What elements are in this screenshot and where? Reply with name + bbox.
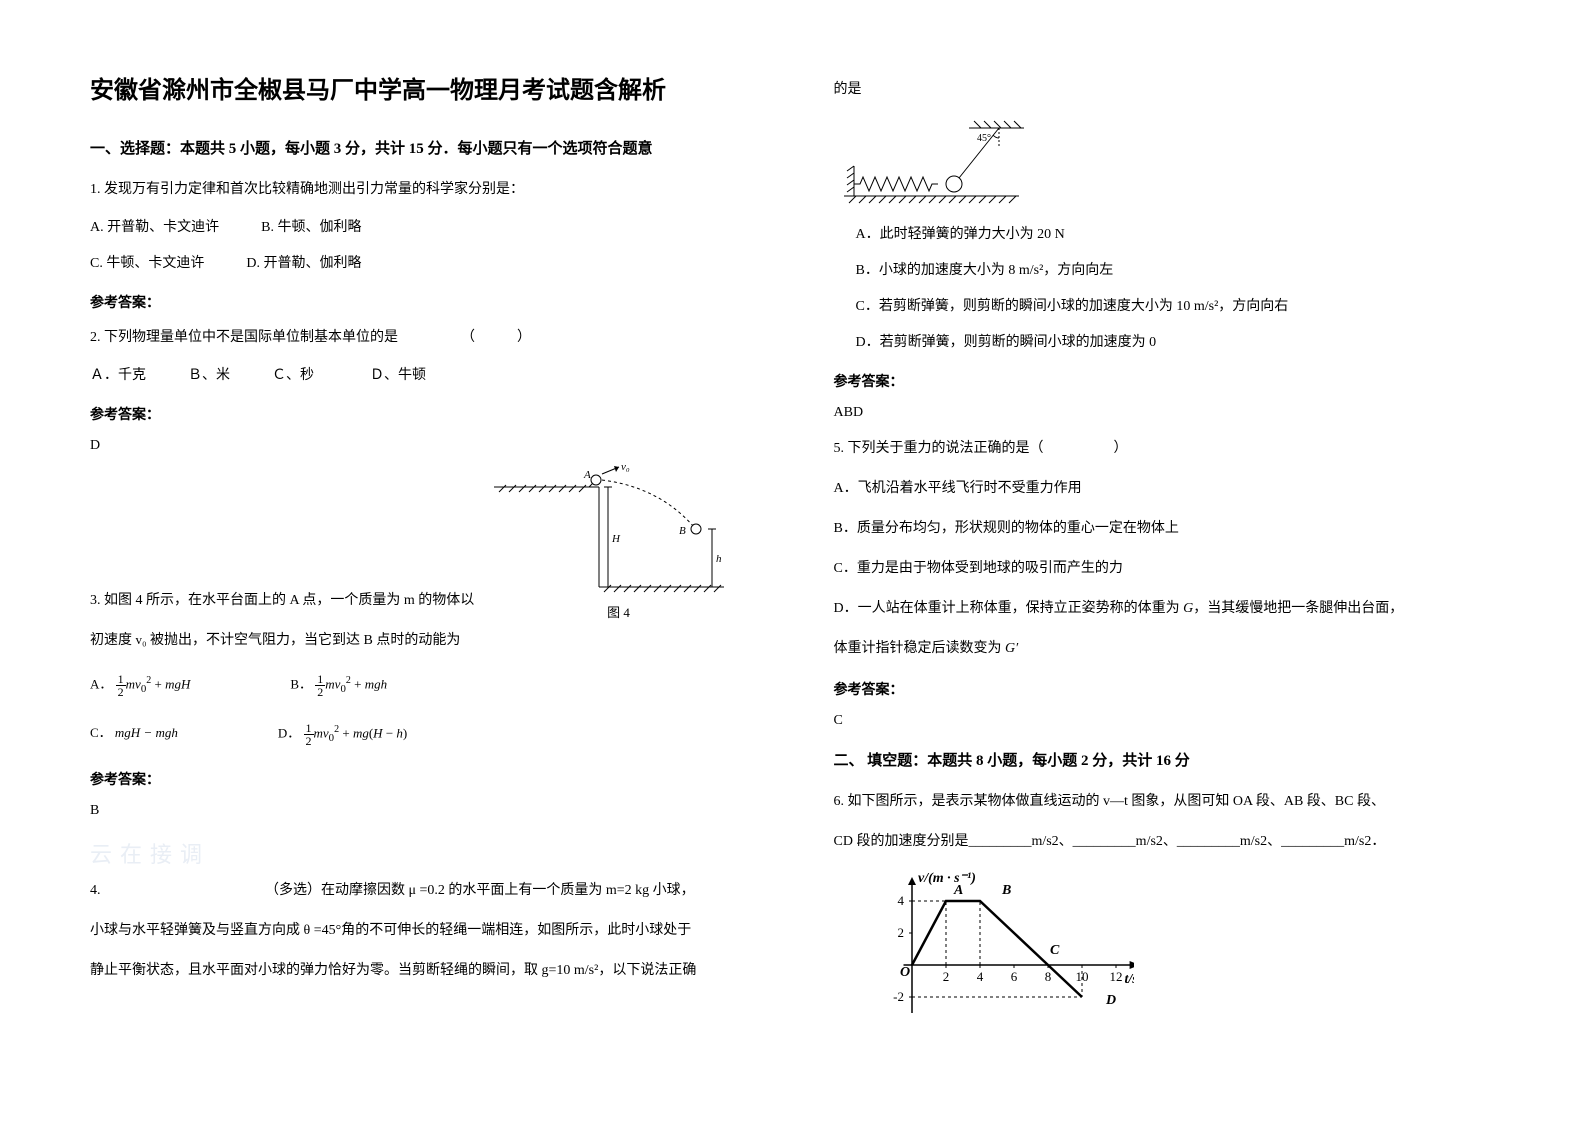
q6-line1: 6. 如下图所示，是表示某物体做直线运动的 v—t 图象，从图可知 OA 段、A… — [834, 788, 1498, 816]
q3-opts-row2: C． mgH − mgh D． 12mv02 + mg(H − h) — [90, 722, 754, 747]
q5-optD-line2: 体重计指针稳定后读数变为 G′ — [834, 635, 1498, 663]
q3-optD: D． 12mv02 + mg(H − h) — [278, 722, 407, 747]
q3-opts-row1: A． 12mv02 + mgH B． 12mv02 + mgh — [90, 673, 754, 698]
q4-line2: 小球与水平轻弹簧及与竖直方向成 θ =45°角的不可伸长的轻绳一端相连，如图所示… — [90, 917, 754, 945]
q2-answer-label: 参考答案： — [90, 404, 754, 424]
document-title: 安徽省滁州市全椒县马厂中学高一物理月考试题含解析 — [90, 70, 754, 105]
q5-optB: B．质量分布均匀，形状规则的物体的重心一定在物体上 — [834, 515, 1498, 543]
q1-optC: C. 牛顿、卡文迪许 — [90, 256, 204, 271]
q6-vt-chart: -22424681012ABCDOv/(m · s⁻¹)t/s — [854, 870, 1134, 1040]
q2-answer: D — [90, 438, 754, 454]
q3-row: 3. 如图 4 所示，在水平台面上的 A 点，一个质量为 m 的物体以 A v₀ — [90, 462, 754, 621]
q4-line4: 的是 — [834, 76, 1498, 104]
q5-optD: D．一人站在体重计上称体重，保持立正姿势称的体重为 G，当其缓慢地把一条腿伸出台… — [834, 595, 1498, 623]
q4-diagram-container: 45° — [844, 116, 1498, 211]
q6-chart-container: -22424681012ABCDOv/(m · s⁻¹)t/s — [854, 870, 1498, 1045]
q5-text: 5. 下列关于重力的说法正确的是（ ） — [834, 435, 1498, 463]
q3-optC: C． mgH − mgh — [90, 722, 178, 747]
q3-optA: A． 12mv02 + mgH — [90, 673, 190, 698]
q3-projectile-diagram: A v₀ B h H — [484, 462, 754, 602]
q5-answer-label: 参考答案： — [834, 679, 1498, 699]
q1-text: 1. 发现万有引力定律和首次比较精确地测出引力常量的科学家分别是： — [90, 176, 754, 204]
q5-answer: C — [834, 713, 1498, 729]
q3-line1: 3. 如图 4 所示，在水平台面上的 A 点，一个质量为 m 的物体以 — [90, 587, 484, 615]
q5-optA: A．飞机沿着水平线飞行时不受重力作用 — [834, 475, 1498, 503]
q4-answer-label: 参考答案： — [834, 371, 1498, 391]
q3-line2: 初速度 v₀ 被抛出，不计空气阻力，当它到达 B 点时的动能为 — [90, 627, 754, 655]
section1-header: 一、选择题：本题共 5 小题，每小题 3 分，共计 15 分．每小题只有一个选项… — [90, 137, 754, 158]
svg-text:2: 2 — [942, 969, 949, 984]
section2-header: 二、 填空题：本题共 8 小题，每小题 2 分，共计 16 分 — [834, 749, 1498, 770]
svg-text:v₀: v₀ — [621, 462, 630, 473]
watermark: 云在接调 — [90, 837, 754, 869]
q2-options: Ａ．千克 Ｂ、米 Ｃ、秒 Ｄ、牛顿 — [90, 362, 754, 390]
q3-answer: B — [90, 803, 754, 819]
q1-options-row1: A. 开普勒、卡文迪许 B. 牛顿、伽利略 — [90, 214, 754, 242]
svg-text:h: h — [716, 553, 722, 565]
q4-line1: 4. （多选）在动摩擦因数 μ =0.2 的水平面上有一个质量为 m=2 kg … — [90, 877, 754, 905]
svg-text:4: 4 — [897, 893, 904, 908]
svg-text:12: 12 — [1109, 969, 1122, 984]
q5-optC: C．重力是由于物体受到地球的吸引而产生的力 — [834, 555, 1498, 583]
svg-text:B: B — [679, 525, 686, 537]
svg-text:4: 4 — [976, 969, 983, 984]
svg-text:H: H — [611, 533, 621, 545]
q1-options-row2: C. 牛顿、卡文迪许 D. 开普勒、伽利略 — [90, 250, 754, 278]
svg-text:6: 6 — [1010, 969, 1017, 984]
q4-spring-diagram: 45° — [844, 116, 1044, 206]
svg-text:B: B — [1001, 883, 1011, 898]
svg-text:v/(m · s⁻¹): v/(m · s⁻¹) — [918, 871, 976, 886]
q4-line3: 静止平衡状态，且水平面对小球的弹力恰好为零。当剪断轻绳的瞬间，取 g=10 m/… — [90, 957, 754, 985]
q3-optB: B． 12mv02 + mgh — [290, 673, 387, 698]
q3-answer-label: 参考答案： — [90, 769, 754, 789]
q3-figure-caption: 图 4 — [607, 602, 630, 621]
svg-text:A: A — [583, 469, 591, 481]
svg-text:C: C — [1050, 943, 1060, 958]
svg-text:8: 8 — [1044, 969, 1051, 984]
svg-text:45°: 45° — [977, 133, 991, 144]
q6-line2: CD 段的加速度分别是_________m/s2、_________m/s2、_… — [834, 828, 1498, 856]
q1-optD: D. 开普勒、伽利略 — [246, 256, 361, 271]
q1-optA: A. 开普勒、卡文迪许 — [90, 220, 219, 235]
svg-text:2: 2 — [897, 925, 904, 940]
svg-text:D: D — [1105, 993, 1116, 1008]
q4-optA: A．此时轻弹簧的弹力大小为 20 N — [856, 221, 1498, 249]
q2-text: 2. 下列物理量单位中不是国际单位制基本单位的是 （ ） — [90, 324, 754, 352]
q4-optC: C．若剪断弹簧，则剪断的瞬间小球的加速度大小为 10 m/s²，方向向右 — [856, 293, 1498, 321]
left-column: 安徽省滁州市全椒县马厂中学高一物理月考试题含解析 一、选择题：本题共 5 小题，… — [90, 70, 754, 1082]
svg-text:O: O — [900, 965, 910, 980]
right-column: 的是 45° A．此时轻弹簧的弹力大小为 20 N B．小球的加速度大小为 8 … — [834, 70, 1498, 1082]
q1-answer-label: 参考答案： — [90, 292, 754, 312]
q4-answer: ABD — [834, 405, 1498, 421]
svg-text:t/s: t/s — [1124, 972, 1134, 987]
q4-optD: D．若剪断弹簧，则剪断的瞬间小球的加速度为 0 — [856, 329, 1498, 357]
q1-optB: B. 牛顿、伽利略 — [261, 220, 361, 235]
q4-optB: B．小球的加速度大小为 8 m/s²，方向向左 — [856, 257, 1498, 285]
svg-text:-2: -2 — [893, 989, 904, 1004]
q3-diagram-container: A v₀ B h H 图 4 — [484, 462, 754, 621]
